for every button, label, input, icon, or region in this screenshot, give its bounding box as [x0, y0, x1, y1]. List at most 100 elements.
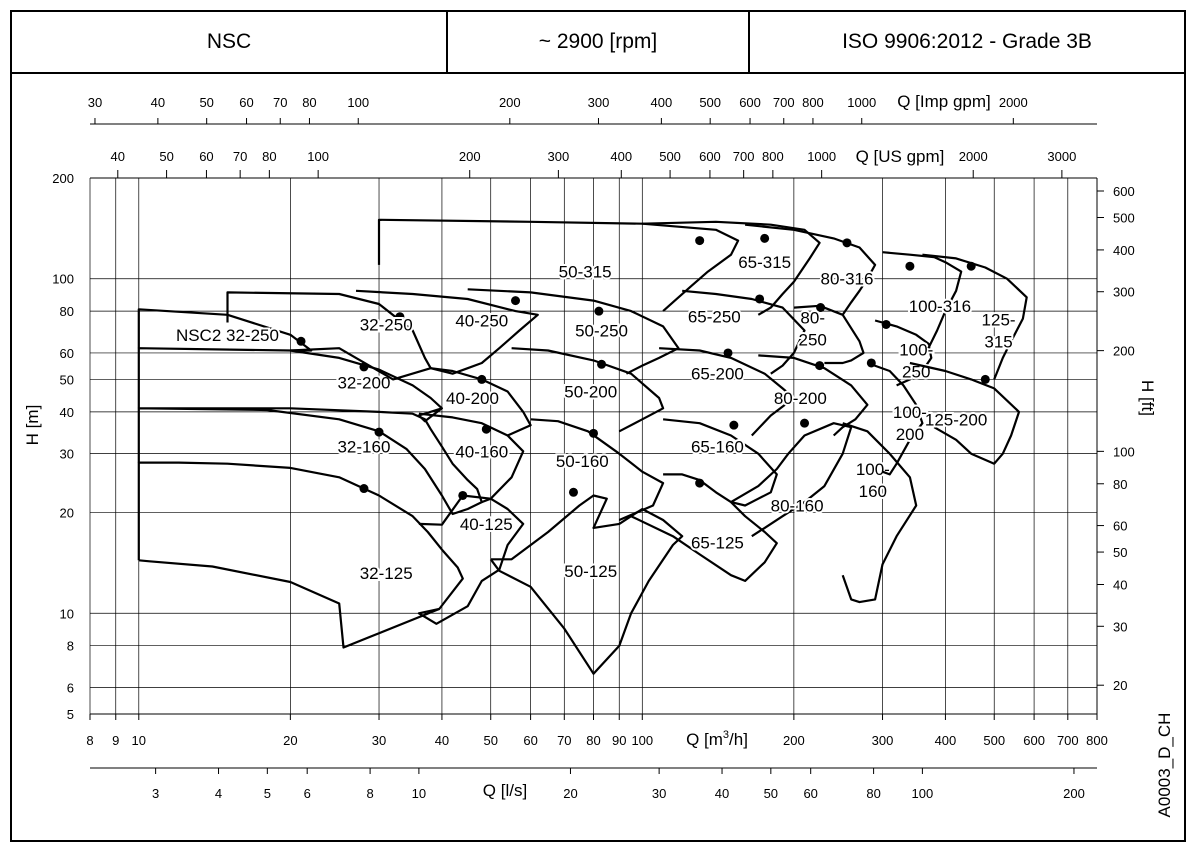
bep-point	[815, 361, 825, 371]
curve-outline	[226, 291, 432, 381]
tick-label-x-imp: 50	[199, 95, 213, 110]
tick-label-x-us: 80	[262, 149, 276, 164]
model-label: 65-250	[688, 308, 741, 327]
curve-outline	[909, 361, 1021, 465]
curve-outline	[758, 354, 869, 437]
model-label: 32-250	[360, 315, 413, 334]
curve-outline	[744, 223, 877, 316]
bep-point	[594, 306, 604, 316]
tick-label-x-m3h: 100	[631, 733, 653, 748]
tick-label-y-ft: 300	[1113, 285, 1135, 300]
pump-50-125: 50-125	[489, 487, 684, 675]
curve-outline	[137, 308, 313, 352]
tick-label-y-ft: 500	[1113, 210, 1135, 225]
curve-outline	[489, 494, 684, 675]
model-label: 100-	[893, 403, 927, 422]
bep-point	[589, 428, 598, 438]
model-label: 200	[896, 425, 924, 444]
model-label: 315	[984, 333, 1012, 352]
tick-label-x-m3h: 70	[557, 733, 571, 748]
model-label: 80-200	[774, 389, 827, 408]
model-label: 40-125	[460, 515, 513, 534]
tick-label-x-us: 600	[699, 149, 721, 164]
model-label: 100-	[856, 460, 890, 479]
tick-label-y-ft: 40	[1113, 577, 1127, 592]
bep-point	[481, 424, 491, 434]
model-label: 65-125	[691, 533, 744, 552]
model-label: 80-	[800, 308, 825, 327]
bep-point	[760, 233, 770, 243]
tick-label-y-m: 6	[67, 681, 74, 696]
model-label: 80-316	[821, 270, 874, 289]
pump-40-160: 40-160	[418, 412, 525, 504]
pump-65-250: 65-250	[682, 289, 806, 375]
tick-label-x-m3h: 10	[132, 733, 146, 748]
model-label: 50-160	[556, 452, 609, 471]
tick-label-x-us: 300	[548, 149, 570, 164]
tick-label-x-imp: 100	[347, 95, 369, 110]
curve-outline	[355, 289, 539, 375]
curve-outline	[662, 418, 778, 507]
tick-label-x-m3h: 400	[935, 733, 957, 748]
tick-label-x-us: 3000	[1047, 149, 1076, 164]
model-label: 100-316	[909, 297, 971, 316]
speed-cell: ~ 2900 [rpm]	[448, 12, 750, 72]
bep-point	[866, 358, 876, 368]
bep-point	[296, 336, 306, 346]
model-label: 50-250	[575, 322, 628, 341]
tick-label-x-ls: 30	[652, 786, 666, 801]
tick-label-x-m3h: 20	[283, 733, 297, 748]
pump-40-250: 40-250	[355, 289, 539, 375]
tick-label-x-ls: 100	[912, 786, 934, 801]
tick-label-x-m3h: 700	[1057, 733, 1079, 748]
x-axis-title-tail: /h]	[729, 730, 748, 749]
pump-80-250: 80-250	[793, 303, 865, 365]
tick-label-y-m: 20	[60, 506, 74, 521]
model-label: 50-125	[564, 562, 617, 581]
tick-label-x-us: 50	[159, 149, 173, 164]
tick-label-x-m3h: 50	[483, 733, 497, 748]
model-label: 32-125	[360, 564, 413, 583]
curve-outline	[467, 288, 680, 375]
y-axis-title-ft: H [ft]	[1138, 380, 1157, 416]
curve-outline	[867, 361, 924, 476]
pump-100-200: 100- 200	[866, 358, 929, 476]
model-label: 50-200	[564, 383, 617, 402]
bep-point	[568, 487, 578, 497]
tick-label-y-m: 30	[60, 447, 74, 462]
model-label: 100-	[899, 340, 933, 359]
tick-label-x-ls: 200	[1063, 786, 1085, 801]
bep-point	[723, 348, 733, 358]
curve-outline	[137, 461, 464, 649]
pump-100-316: 100-316	[882, 251, 973, 349]
tick-label-x-us: 2000	[959, 149, 988, 164]
tick-label-x-m3h: 300	[872, 733, 894, 748]
model-label: 65-315	[738, 253, 791, 272]
pump-32-200: 32-200	[137, 347, 443, 423]
tick-label-y-ft: 600	[1113, 184, 1135, 199]
bep-point	[458, 490, 468, 500]
curve-outline	[630, 473, 778, 582]
bep-point	[966, 261, 976, 271]
tick-label-x-imp: 800	[802, 95, 824, 110]
tick-label-y-m: 80	[60, 304, 74, 319]
pump-40-125: 40-125	[417, 490, 525, 625]
tick-label-x-m3h: 8	[86, 733, 93, 748]
model-label: 50-315	[559, 263, 612, 282]
tick-label-x-ls: 40	[715, 786, 729, 801]
bep-point	[597, 359, 607, 369]
tick-label-x-imp: 40	[151, 95, 165, 110]
tick-label-x-imp: 400	[651, 95, 673, 110]
tick-label-y-ft: 200	[1113, 344, 1135, 359]
tick-label-y-m: 50	[60, 372, 74, 387]
pump-curves: 32-125 32-160 32-200 32-250 NSC2 32-250 40-12…	[137, 218, 1028, 675]
bep-point	[755, 294, 765, 304]
tick-label-x-us: 40	[111, 149, 125, 164]
tick-label-x-us: 500	[659, 149, 681, 164]
model-label: 65-160	[691, 438, 744, 457]
tick-label-x-ls: 5	[264, 786, 271, 801]
tick-label-x-ls: 20	[563, 786, 577, 801]
tick-label-x-imp: 600	[739, 95, 761, 110]
curve-outline	[642, 220, 821, 316]
